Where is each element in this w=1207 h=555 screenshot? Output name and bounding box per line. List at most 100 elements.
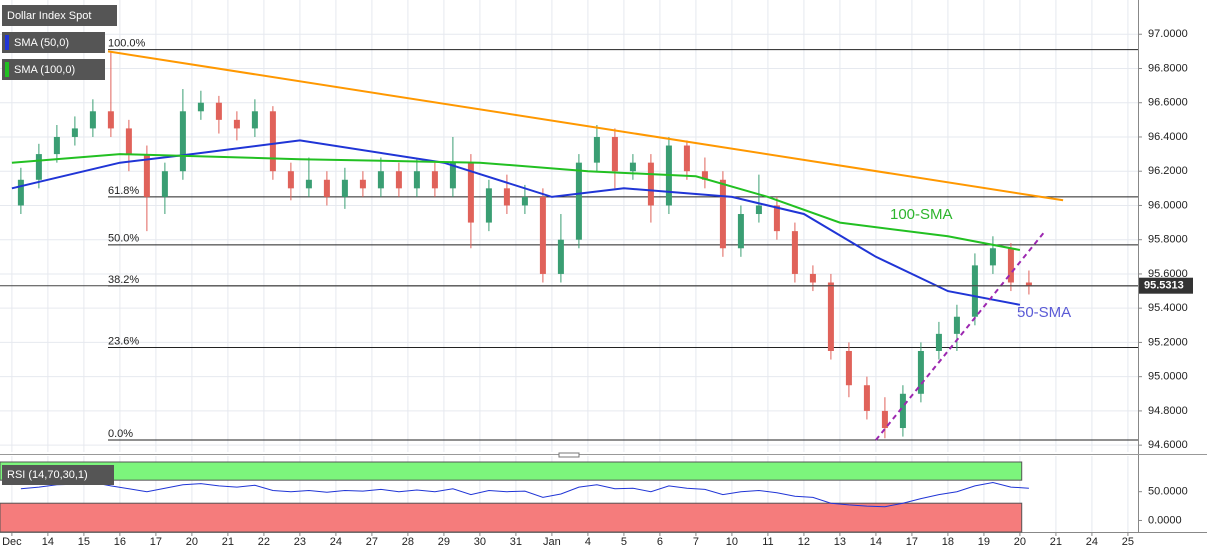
legend-entry: SMA (50,0): [14, 37, 69, 49]
candle-body: [287, 171, 294, 189]
candle-body: [989, 248, 996, 266]
candle-body: [89, 111, 96, 129]
candle-body: [413, 171, 420, 189]
candle-body: [251, 111, 258, 129]
candle-body: [683, 145, 690, 172]
candle-body: [161, 171, 168, 197]
x-tick-label: 22: [258, 536, 270, 548]
x-tick-label: Jan: [543, 536, 561, 548]
x-tick-label: 17: [906, 536, 918, 548]
sma-line: [11, 153, 1021, 251]
candle-body: [881, 410, 888, 429]
x-tick-label: 12: [798, 536, 810, 548]
legend-title: Dollar Index Spot: [7, 10, 91, 22]
x-tick-label: 24: [1086, 536, 1098, 548]
candle-body: [755, 205, 762, 215]
candle-body: [1025, 282, 1032, 286]
candle-body: [1007, 248, 1014, 283]
candle-body: [935, 333, 942, 351]
fib-label: 0.0%: [108, 428, 133, 440]
candle-body: [503, 188, 510, 206]
candle-body: [449, 162, 456, 189]
y-tick-label: 95.0000: [1148, 371, 1188, 383]
y-tick-label: 97.0000: [1148, 28, 1188, 40]
y-tick-label: 96.8000: [1148, 62, 1188, 74]
candle-body: [17, 179, 24, 206]
candle-body: [35, 154, 42, 180]
candle-body: [701, 171, 708, 180]
candle-body: [917, 350, 924, 394]
x-tick-label: Dec: [2, 536, 22, 548]
divider-handle[interactable]: [558, 452, 580, 458]
candle-body: [827, 282, 834, 351]
candle-body: [773, 205, 780, 232]
candle-body: [143, 154, 150, 197]
y-tick-label: 95.6000: [1148, 268, 1188, 280]
candle-body: [899, 393, 906, 429]
y-tick-label: 96.6000: [1148, 97, 1188, 109]
candle-body: [395, 171, 402, 189]
candle-body: [215, 102, 222, 120]
x-tick-label: 21: [222, 536, 234, 548]
x-tick-label: 17: [150, 536, 162, 548]
y-tick-label: 50.0000: [1148, 486, 1188, 498]
candle-body: [233, 119, 240, 129]
last-price-label: 95.5313: [1144, 280, 1184, 292]
trendline: [107, 50, 1064, 202]
candle-body: [323, 179, 330, 197]
rsi-line: [20, 481, 1029, 508]
y-tick-label: 94.8000: [1148, 405, 1188, 417]
fib-label: 38.2%: [108, 274, 139, 286]
x-tick-label: 14: [42, 536, 54, 548]
candle-body: [269, 111, 276, 172]
x-tick-label: 29: [438, 536, 450, 548]
legend-box: [2, 5, 117, 26]
candle-body: [629, 162, 636, 172]
candle-body: [557, 239, 564, 274]
x-tick-label: 20: [1014, 536, 1026, 548]
candle-body: [53, 136, 60, 155]
last-price-box: [1139, 277, 1193, 294]
y-tick-label: 94.6000: [1148, 439, 1188, 451]
x-tick-label: 15: [78, 536, 90, 548]
x-tick-label: 19: [978, 536, 990, 548]
candle-body: [575, 162, 582, 240]
x-tick-label: 6: [657, 536, 663, 548]
x-tick-label: 21: [1050, 536, 1062, 548]
x-tick-label: 28: [402, 536, 414, 548]
candle-body: [485, 188, 492, 223]
candle-body: [377, 171, 384, 189]
x-tick-label: 25: [1122, 536, 1134, 548]
x-tick-label: 27: [366, 536, 378, 548]
y-tick-label: 95.4000: [1148, 302, 1188, 314]
candle-body: [737, 214, 744, 249]
x-tick-label: 30: [474, 536, 486, 548]
annotation: 50-SMA: [1017, 304, 1071, 321]
candle-body: [647, 162, 654, 206]
legend-swatch: [5, 62, 9, 77]
fib-label: 100.0%: [108, 38, 146, 50]
candle-body: [593, 136, 600, 163]
x-tick-label: 20: [186, 536, 198, 548]
x-tick-label: 18: [942, 536, 954, 548]
legend-box: [2, 59, 105, 80]
x-tick-label: 7: [693, 536, 699, 548]
legend-box: [2, 32, 105, 53]
x-tick-label: 31: [510, 536, 522, 548]
x-tick-label: 23: [294, 536, 306, 548]
legend: Dollar Index Spot SMA (50,0) SMA (100,0): [2, 5, 117, 80]
x-tick-label: 10: [726, 536, 738, 548]
candle-body: [359, 179, 366, 189]
candle-body: [809, 273, 816, 283]
candle-body: [125, 128, 132, 155]
fib-label: 61.8%: [108, 185, 139, 197]
candle-body: [467, 162, 474, 223]
y-tick-label: 96.2000: [1148, 165, 1188, 177]
candle-body: [305, 179, 312, 189]
fib-label: 50.0%: [108, 233, 139, 245]
candle-body: [71, 128, 78, 137]
candle-body: [719, 179, 726, 249]
x-tick-label: 13: [834, 536, 846, 548]
candle-body: [521, 196, 528, 206]
